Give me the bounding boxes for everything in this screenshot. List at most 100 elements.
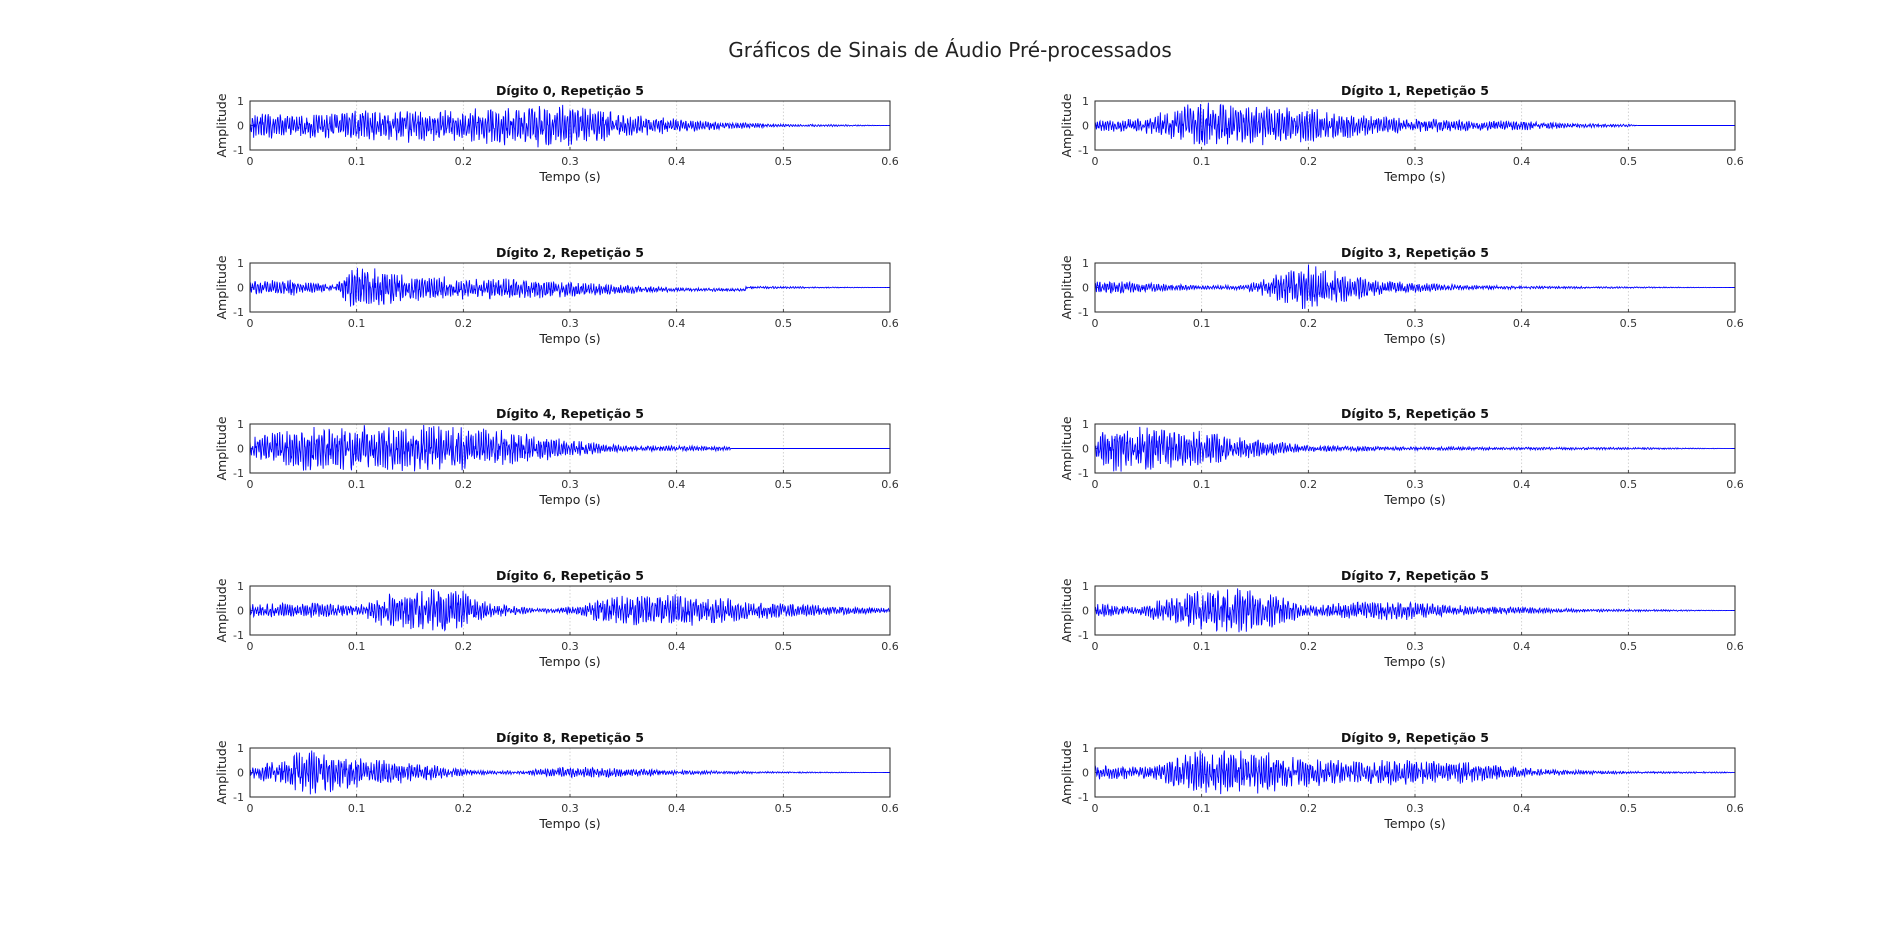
y-tick-label: 0 [1082,767,1089,780]
x-tick-label: 0.3 [561,802,579,815]
y-tick-label: 0 [237,443,244,456]
signal-line [250,589,890,632]
axes-frame [249,423,891,474]
signal-line [250,750,890,795]
x-tick-label: 0.4 [668,802,686,815]
y-tick-label: 0 [1082,443,1089,456]
x-axis-label: Tempo (s) [538,331,600,346]
y-tick-label: 1 [1082,95,1089,108]
x-tick-label: 0.4 [1513,802,1531,815]
x-tick-label: 0.3 [1406,802,1424,815]
x-tick-label: 0.5 [1620,640,1638,653]
y-tick-label: 0 [1082,282,1089,295]
x-tick-label: 0.6 [881,640,899,653]
x-tick-label: 0.5 [775,317,793,330]
y-tick-label: 0 [237,767,244,780]
x-tick-label: 0.3 [561,640,579,653]
axes-frame [249,747,891,798]
y-tick-label: -1 [233,144,244,157]
x-axis-label: Tempo (s) [1383,492,1445,507]
y-tick-label: 1 [237,418,244,431]
y-tick-label: 1 [237,742,244,755]
x-tick-label: 0.5 [775,478,793,491]
x-tick-label: 0.6 [1726,478,1744,491]
x-tick-label: 0.6 [881,155,899,168]
x-tick-label: 0 [1092,802,1099,815]
y-tick-label: 1 [1082,257,1089,270]
x-tick-label: 0.2 [1300,640,1318,653]
axes-frame [1094,100,1736,151]
y-tick-label: 1 [1082,580,1089,593]
x-tick-label: 0.1 [1193,155,1211,168]
x-tick-label: 0.6 [1726,802,1744,815]
axes-frame [1094,262,1736,313]
x-axis-label: Tempo (s) [1383,816,1445,831]
x-tick-label: 0.4 [668,640,686,653]
x-axis-label: Tempo (s) [538,816,600,831]
x-tick-label: 0.1 [1193,478,1211,491]
x-tick-label: 0.2 [1300,317,1318,330]
x-tick-label: 0.4 [1513,478,1531,491]
subplot-title: Dígito 9, Repetição 5 [1341,730,1489,745]
x-axis-label: Tempo (s) [1383,169,1445,184]
y-tick-label: -1 [1078,629,1089,642]
y-axis-label: Amplitude [214,578,229,642]
y-axis-label: Amplitude [214,416,229,480]
x-tick-label: 0.4 [668,155,686,168]
subplot-title: Dígito 6, Repetição 5 [496,568,644,583]
x-tick-label: 0.1 [348,802,366,815]
x-tick-label: 0 [247,802,254,815]
x-tick-label: 0 [247,640,254,653]
y-axis-label: Amplitude [214,740,229,804]
x-tick-label: 0.2 [1300,155,1318,168]
y-tick-label: 0 [1082,120,1089,133]
figure-title: Gráficos de Sinais de Áudio Pré-processa… [728,38,1172,62]
x-tick-label: 0.1 [348,640,366,653]
subplot-title: Dígito 1, Repetição 5 [1341,83,1489,98]
x-tick-label: 0.5 [1620,155,1638,168]
axes-frame [249,100,891,151]
x-tick-label: 0.6 [1726,317,1744,330]
signal-line [1095,750,1735,795]
x-tick-label: 0.4 [1513,155,1531,168]
x-tick-label: 0 [247,155,254,168]
x-tick-label: 0.1 [1193,317,1211,330]
y-axis-label: Amplitude [1059,740,1074,804]
x-tick-label: 0.5 [1620,317,1638,330]
x-tick-label: 0.1 [1193,802,1211,815]
signal-line [1095,264,1735,310]
x-tick-label: 0.3 [561,478,579,491]
y-tick-label: -1 [1078,144,1089,157]
x-tick-label: 0.1 [348,317,366,330]
y-tick-label: -1 [233,629,244,642]
x-tick-label: 0.4 [668,317,686,330]
subplot-title: Dígito 0, Repetição 5 [496,83,644,98]
x-tick-label: 0.5 [1620,478,1638,491]
x-tick-label: 0.6 [881,802,899,815]
y-tick-label: -1 [233,791,244,804]
axes-frame [1094,423,1736,474]
subplot-title: Dígito 7, Repetição 5 [1341,568,1489,583]
x-tick-label: 0 [1092,155,1099,168]
y-tick-label: -1 [1078,306,1089,319]
x-tick-label: 0.2 [455,802,473,815]
y-tick-label: -1 [1078,467,1089,480]
subplot-title: Dígito 5, Repetição 5 [1341,406,1489,421]
x-tick-label: 0 [247,478,254,491]
y-tick-label: 1 [237,580,244,593]
signal-line [1095,102,1735,146]
x-tick-label: 0.5 [775,802,793,815]
signal-line [250,267,890,307]
x-tick-label: 0.2 [1300,478,1318,491]
x-axis-label: Tempo (s) [538,169,600,184]
subplot-title: Dígito 4, Repetição 5 [496,406,644,421]
x-axis-label: Tempo (s) [538,654,600,669]
y-axis-label: Amplitude [1059,93,1074,157]
